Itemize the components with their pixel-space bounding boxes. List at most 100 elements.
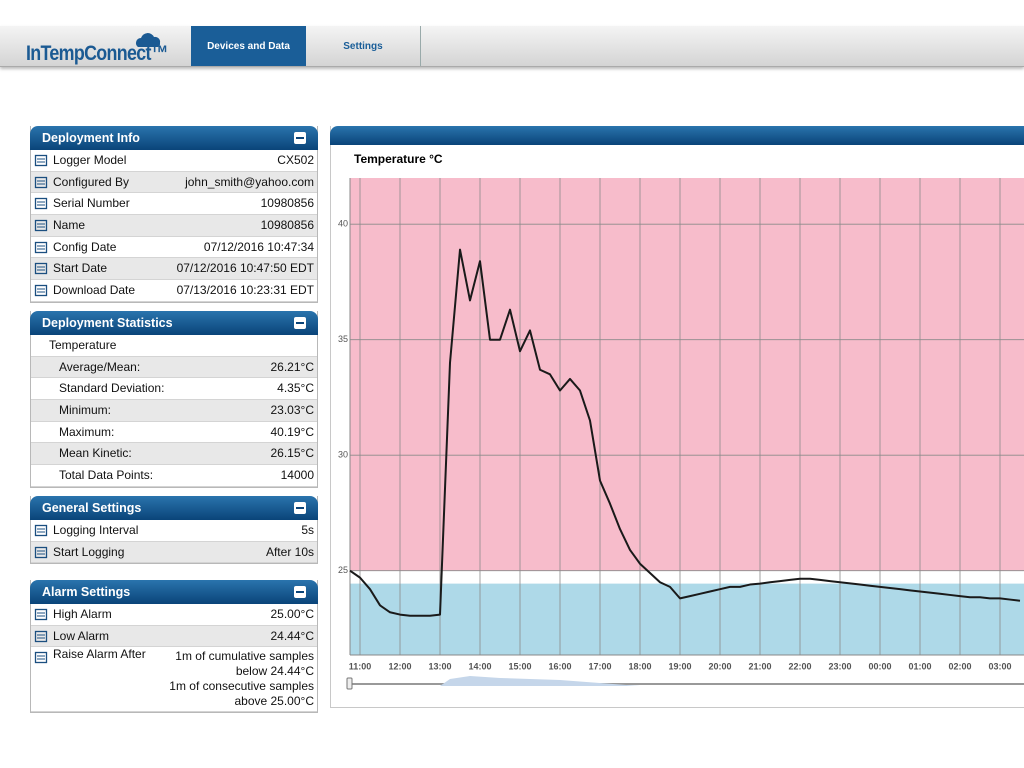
panel-header: Deployment Statistics xyxy=(30,311,318,335)
tab[interactable]: Settings xyxy=(306,26,421,66)
panel-title: General Settings xyxy=(42,501,142,515)
logo: InTempConnect™ xyxy=(26,42,169,65)
row: Name 10980856 xyxy=(31,215,317,237)
row-label: Serial Number xyxy=(53,196,130,211)
row-icon xyxy=(34,263,48,275)
low-alarm-zone xyxy=(350,583,1024,655)
row-icon xyxy=(34,652,48,664)
row-icon xyxy=(34,608,48,621)
y-tick-label: 35 xyxy=(338,334,348,344)
row-label: Logger Model xyxy=(53,153,127,167)
y-tick-label: 40 xyxy=(338,219,348,229)
row-label: Raise Alarm After xyxy=(53,647,146,662)
panel-header: Alarm Settings xyxy=(30,580,318,604)
row-label: Configured By xyxy=(53,174,130,189)
collapse-button[interactable] xyxy=(294,132,306,144)
panel: Deployment Statistics Temperature Average/… xyxy=(30,311,318,488)
collapse-button[interactable] xyxy=(294,502,306,514)
collapse-button[interactable] xyxy=(294,586,306,598)
row: Average/Mean: 26.21°C xyxy=(31,356,317,379)
x-tick-label: 11:00 xyxy=(349,661,372,671)
row-icon xyxy=(34,176,48,188)
panel-header: Deployment Info xyxy=(30,126,318,150)
chart-title: Temperature °C xyxy=(354,152,443,166)
row-value: 1m of cumulative samples below 24.44°C 1m … xyxy=(169,649,314,709)
chart-panel xyxy=(330,126,1024,708)
row-icon xyxy=(34,284,48,297)
row-value: 26.21°C xyxy=(270,359,315,374)
row: Download Date 07/13/2016 10:23:31 EDT xyxy=(31,280,317,302)
top-bar: InTempConnect™ Devices and Data Settings xyxy=(0,26,1024,67)
row-icon xyxy=(34,630,48,642)
row: Low Alarm 24.44°C xyxy=(31,625,317,648)
row: Serial Number 10980856 xyxy=(31,193,317,216)
row-value: 4.35°C xyxy=(277,381,314,396)
x-tick-label: 12:00 xyxy=(388,661,411,671)
row: Minimum: 23.03°C xyxy=(31,400,317,422)
row-label: Start Date xyxy=(53,261,108,276)
row-icon xyxy=(34,546,48,558)
row: Total Data Points: 14000 xyxy=(31,465,317,487)
panel-header: General Settings xyxy=(30,496,318,520)
row-icon xyxy=(34,219,48,232)
row-label: Minimum: xyxy=(59,403,112,418)
row: Maximum: 40.19°C xyxy=(31,422,317,444)
panel-title: Deployment Statistics xyxy=(42,316,173,330)
row-label: Standard Deviation: xyxy=(59,381,165,396)
row-value: 25.00°C xyxy=(270,607,315,621)
panel-title: Deployment Info xyxy=(42,131,140,145)
collapse-button[interactable] xyxy=(294,317,306,329)
panel-title: Alarm Settings xyxy=(42,585,131,599)
row-icon xyxy=(34,241,48,253)
temperature-line xyxy=(349,248,1021,617)
row-label: Logging Interval xyxy=(53,523,139,537)
navigator-handle[interactable] xyxy=(346,677,353,690)
x-tick-label: 01:00 xyxy=(908,661,931,671)
row-label: Download Date xyxy=(53,283,136,298)
row-label: Maximum: xyxy=(59,424,115,439)
row-value: After 10s xyxy=(265,544,314,559)
row-value-line: 1m of cumulative samples xyxy=(175,649,314,664)
row-label: High Alarm xyxy=(53,607,112,621)
row-value: 14000 xyxy=(280,468,314,483)
x-tick-label: 14:00 xyxy=(468,661,491,671)
tab[interactable]: Devices and Data xyxy=(191,26,306,66)
y-tick-label: 25 xyxy=(338,565,348,575)
row: Temperature xyxy=(31,335,317,357)
row-label: Mean Kinetic: xyxy=(59,446,132,461)
panel-body: Temperature Average/Mean: 26.21°C Standard … xyxy=(31,335,317,487)
row-value-line: above 25.00°C xyxy=(234,694,314,709)
row-value: 10980856 xyxy=(260,218,314,233)
row-value-line: 1m of consecutive samples xyxy=(169,679,314,694)
x-tick-label: 17:00 xyxy=(588,661,611,671)
row-value: 5s xyxy=(301,523,314,537)
x-tick-label: 13:00 xyxy=(428,661,451,671)
row: Raise Alarm After 1m of cumulative sample… xyxy=(31,647,317,713)
row-value: 07/13/2016 10:23:31 EDT xyxy=(176,283,314,298)
row-value: 24.44°C xyxy=(270,628,315,643)
row-value: 26.15°C xyxy=(270,446,315,461)
x-tick-label: 19:00 xyxy=(668,661,691,671)
x-tick-label: 15:00 xyxy=(508,661,531,671)
x-tick-label: 20:00 xyxy=(708,661,731,671)
row-icon xyxy=(34,154,48,167)
row-value: 40.19°C xyxy=(270,424,315,439)
chart-panel-header xyxy=(330,126,1024,145)
group-label: Temperature xyxy=(49,338,117,352)
row-value: 07/12/2016 10:47:50 EDT xyxy=(176,261,314,276)
row: Mean Kinetic: 26.15°C xyxy=(31,443,317,466)
panel-body: High Alarm 25.00°C Low Alarm 24.44°C Raise A… xyxy=(31,604,317,713)
row-label: Start Logging xyxy=(53,544,125,559)
cloud-icon xyxy=(136,33,161,47)
row-value: 23.03°C xyxy=(270,403,315,418)
panel: Deployment Info Logger Model CX502 Configur… xyxy=(30,126,318,303)
row-icon xyxy=(34,198,48,210)
x-tick-label: 22:00 xyxy=(788,661,811,671)
x-tick-label: 16:00 xyxy=(548,661,571,671)
x-tick-label: 02:00 xyxy=(948,661,971,671)
row-value: john_smith@yahoo.com xyxy=(185,174,314,189)
x-tick-label: 23:00 xyxy=(828,661,851,671)
row: Start Date 07/12/2016 10:47:50 EDT xyxy=(31,258,317,281)
